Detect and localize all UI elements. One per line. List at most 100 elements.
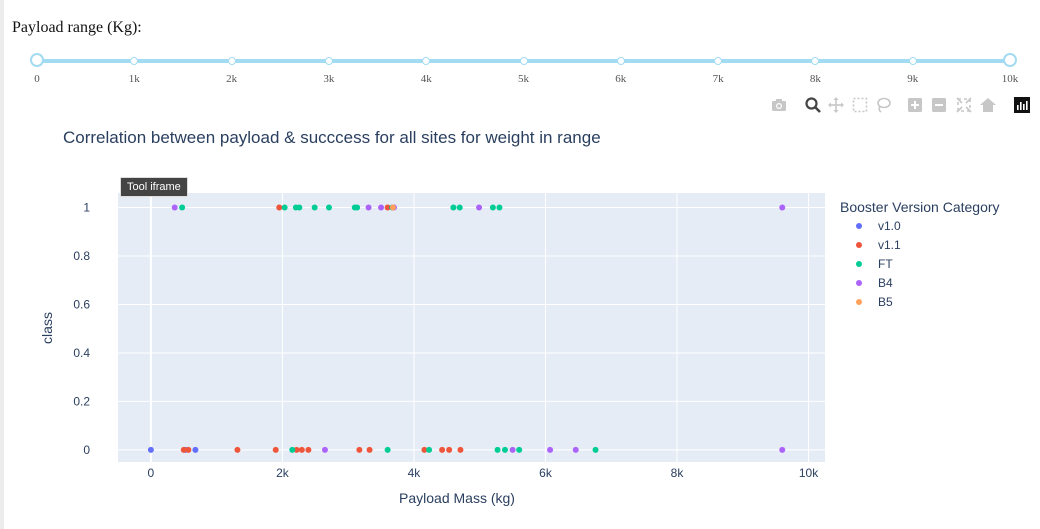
- slider-mark[interactable]: 5k: [518, 73, 529, 85]
- y-tick-label: 0.6: [73, 297, 90, 311]
- legend-item: v1.1: [878, 238, 901, 252]
- legend-marker: [856, 242, 862, 248]
- slider-handle-max[interactable]: [1003, 53, 1017, 67]
- camera-icon[interactable]: [770, 96, 788, 114]
- x-axis-label: Payload Mass (kg): [399, 490, 515, 506]
- data-point: [281, 204, 288, 211]
- zoom-out-icon[interactable]: [930, 96, 948, 114]
- slider-mark[interactable]: 10k: [1001, 73, 1019, 85]
- data-point: [289, 446, 296, 453]
- slider-mark[interactable]: 7k: [712, 73, 724, 85]
- y-axis-label: class: [39, 312, 55, 344]
- legend-title: Booster Version Category: [840, 199, 1000, 215]
- x-tick-label: 10k: [799, 466, 819, 480]
- y-tick-label: 0: [83, 443, 90, 457]
- slider-step-dot: [811, 57, 820, 65]
- data-point: [446, 446, 453, 453]
- slider-step-dot: [227, 57, 236, 65]
- legend-item: B5: [878, 295, 893, 309]
- zoom-icon[interactable]: [804, 96, 822, 114]
- data-point: [356, 446, 363, 453]
- data-point: [389, 204, 396, 211]
- data-point: [496, 204, 503, 211]
- x-tick-label: 8k: [671, 466, 685, 480]
- slider-mark[interactable]: 1k: [128, 73, 140, 85]
- y-tick-label: 0.8: [73, 249, 90, 263]
- slider-mark[interactable]: 4k: [420, 73, 432, 85]
- slider-step-dot: [324, 57, 333, 65]
- slider-mark[interactable]: 2k: [226, 73, 238, 85]
- slider-step-dot: [519, 57, 528, 65]
- data-point: [276, 204, 283, 211]
- chart-title: Correlation between payload & succcess f…: [63, 128, 601, 147]
- slider-step-dot: [714, 57, 723, 65]
- data-point: [325, 204, 332, 211]
- pan-icon[interactable]: [827, 96, 845, 114]
- data-point: [171, 204, 178, 211]
- data-point: [366, 446, 373, 453]
- reset-axes-icon[interactable]: [979, 96, 997, 114]
- data-point: [456, 204, 463, 211]
- legend-item: FT: [878, 257, 893, 271]
- data-point: [389, 204, 396, 211]
- slider-step-dot: [130, 57, 139, 65]
- y-tick-label: 0.4: [73, 346, 90, 360]
- data-point: [516, 446, 523, 453]
- data-point: [384, 204, 391, 211]
- payload-range-slider[interactable]: 0 1k 2k 3k 4k 5k 6k 7k 8k 9k 10k: [0, 50, 1040, 90]
- data-point: [182, 446, 189, 453]
- slider-mark[interactable]: 6k: [615, 73, 627, 85]
- data-point: [509, 446, 516, 453]
- data-point: [292, 204, 299, 211]
- tooltip: Tool iframe: [120, 177, 188, 197]
- plot-area: [118, 193, 825, 462]
- legend-marker: [856, 299, 862, 305]
- left-edge-strip: [0, 0, 4, 529]
- data-point: [389, 204, 396, 211]
- legend-marker: [856, 280, 862, 286]
- data-point: [293, 446, 300, 453]
- data-point: [494, 446, 501, 453]
- data-point: [311, 204, 318, 211]
- slider-handle-min[interactable]: [30, 53, 44, 67]
- data-point: [185, 446, 192, 453]
- data-point: [384, 446, 391, 453]
- legend-item: B4: [878, 276, 893, 290]
- data-point: [354, 204, 361, 211]
- data-point: [426, 446, 433, 453]
- slider-mark[interactable]: 8k: [809, 73, 821, 85]
- box-select-icon[interactable]: [851, 96, 869, 114]
- data-point: [501, 446, 508, 453]
- data-point: [378, 204, 385, 211]
- x-tick-label: 6k: [539, 466, 553, 480]
- lasso-select-icon[interactable]: [874, 96, 892, 114]
- data-point: [489, 204, 496, 211]
- x-tick-label: 0: [148, 466, 155, 480]
- data-point: [547, 446, 554, 453]
- slider-mark[interactable]: 3k: [323, 73, 335, 85]
- data-point: [321, 446, 328, 453]
- data-point: [390, 204, 397, 211]
- slider-step-dot: [616, 57, 625, 65]
- payload-range-label: Payload range (Kg):: [12, 19, 142, 36]
- data-point: [450, 204, 457, 211]
- data-point: [476, 204, 483, 211]
- slider-mark[interactable]: 0: [34, 73, 40, 85]
- slider-mark[interactable]: 9k: [907, 73, 919, 85]
- slider-step-dot: [422, 57, 431, 65]
- data-point: [439, 446, 446, 453]
- x-tick-label: 2k: [276, 466, 290, 480]
- data-point: [180, 446, 187, 453]
- data-point: [234, 446, 241, 453]
- data-point: [179, 204, 186, 211]
- data-point: [592, 446, 599, 453]
- data-point: [351, 204, 358, 211]
- autoscale-icon[interactable]: [955, 96, 973, 114]
- data-point: [298, 446, 305, 453]
- slider-step-dot: [908, 57, 917, 65]
- plotly-logo-icon[interactable]: [1013, 96, 1031, 114]
- y-tick-label: 1: [83, 201, 90, 215]
- data-point: [147, 446, 154, 453]
- zoom-in-icon[interactable]: [906, 96, 924, 114]
- x-tick-label: 4k: [408, 466, 422, 480]
